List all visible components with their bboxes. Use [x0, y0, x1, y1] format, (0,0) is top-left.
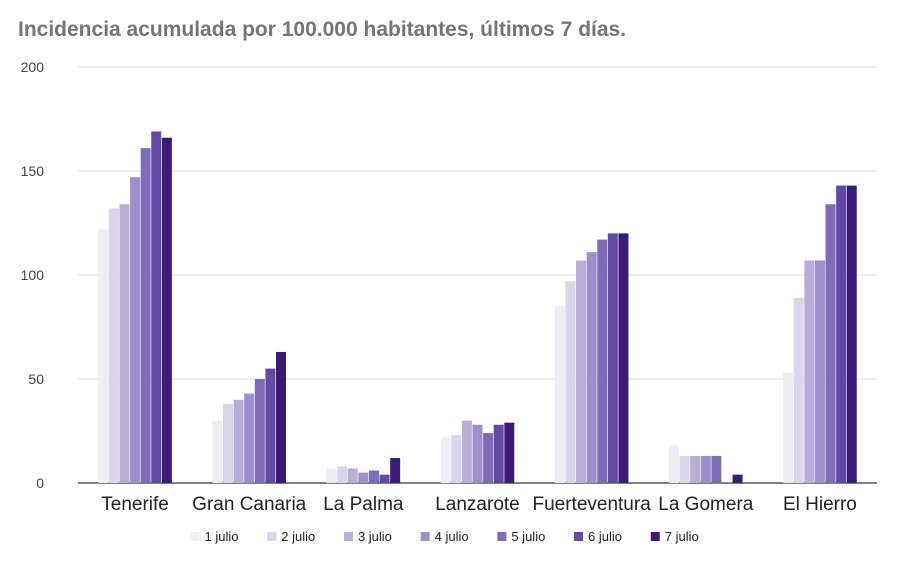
- x-tick-label: Fuerteventura: [532, 494, 651, 515]
- bar[interactable]: [554, 306, 565, 483]
- bar[interactable]: [804, 260, 815, 483]
- bar-group-la-palma: [326, 458, 401, 483]
- bar[interactable]: [254, 379, 265, 483]
- bar[interactable]: [368, 470, 379, 483]
- bar[interactable]: [679, 455, 690, 483]
- x-tick-label: Gran Canaria: [192, 494, 306, 515]
- x-axis-ticks: Tenerife Gran Canaria La Palma Lanzarote Fue…: [101, 494, 857, 515]
- legend-swatch: [267, 532, 277, 541]
- chart-title: Incidencia acumulada por 100.000 habitan…: [18, 18, 626, 41]
- y-tick-label: 100: [21, 267, 45, 283]
- bar[interactable]: [472, 424, 483, 483]
- legend-swatch: [190, 532, 200, 541]
- legend-label: 7 julio: [665, 529, 699, 544]
- legend: 1 julio 2 julio 3 julio 4 julio 5 julio 6 jul…: [190, 529, 699, 544]
- bar[interactable]: [451, 435, 462, 483]
- legend-item[interactable]: 5 julio: [497, 529, 545, 544]
- bar[interactable]: [793, 297, 804, 483]
- legend-swatch: [420, 532, 430, 541]
- legend-item[interactable]: 4 julio: [420, 529, 469, 544]
- bar[interactable]: [326, 468, 337, 483]
- y-tick-label: 50: [28, 371, 44, 387]
- bar[interactable]: [337, 466, 348, 483]
- bar[interactable]: [140, 148, 151, 483]
- bar-group-fuerteventura: [554, 233, 629, 483]
- bar[interactable]: [379, 474, 390, 483]
- bar[interactable]: [108, 208, 119, 483]
- bar[interactable]: [825, 204, 836, 483]
- legend-label: 6 julio: [588, 529, 622, 544]
- bar[interactable]: [461, 420, 472, 483]
- bar[interactable]: [732, 474, 743, 483]
- bar[interactable]: [690, 455, 701, 483]
- bar[interactable]: [390, 458, 401, 483]
- bar[interactable]: [130, 177, 141, 484]
- y-tick-label: 150: [21, 163, 45, 179]
- bar[interactable]: [119, 204, 130, 483]
- legend-swatch: [650, 532, 660, 541]
- bar[interactable]: [276, 351, 287, 483]
- bar[interactable]: [212, 420, 223, 483]
- y-tick-label: 200: [21, 59, 45, 75]
- bar[interactable]: [700, 455, 711, 483]
- x-tick-label: La Palma: [323, 494, 404, 515]
- bar[interactable]: [347, 468, 358, 483]
- bar[interactable]: [607, 233, 618, 483]
- bar[interactable]: [358, 472, 369, 483]
- y-tick-label: 0: [36, 475, 44, 491]
- x-tick-label: Lanzarote: [435, 494, 520, 515]
- bar[interactable]: [597, 239, 608, 483]
- legend-label: 2 julio: [281, 529, 315, 544]
- bar[interactable]: [586, 252, 597, 483]
- bar-group-lanzarote: [440, 420, 515, 483]
- bar[interactable]: [836, 185, 847, 483]
- bar[interactable]: [783, 372, 794, 483]
- bar[interactable]: [504, 422, 515, 483]
- legend-swatch: [574, 532, 584, 541]
- bar[interactable]: [483, 433, 494, 483]
- legend-label: 3 julio: [358, 529, 392, 544]
- y-axis-ticks: 0 50 100 150 200: [21, 59, 45, 491]
- bar-group-la-gomera: [668, 445, 743, 483]
- bar-group-gran-canaria: [212, 351, 287, 483]
- grid-lines: [78, 66, 877, 484]
- bar[interactable]: [265, 368, 276, 483]
- bar[interactable]: [565, 281, 576, 483]
- bars: [98, 131, 857, 484]
- legend-swatch: [497, 532, 507, 541]
- legend-swatch: [343, 532, 353, 541]
- legend-label: 1 julio: [205, 529, 239, 544]
- bar[interactable]: [151, 131, 162, 484]
- bar[interactable]: [98, 229, 109, 483]
- bar[interactable]: [244, 393, 255, 483]
- legend-item[interactable]: 3 julio: [343, 529, 392, 544]
- legend-item[interactable]: 6 julio: [574, 529, 622, 544]
- bar[interactable]: [493, 424, 504, 483]
- legend-item[interactable]: 1 julio: [190, 529, 239, 544]
- bar[interactable]: [440, 437, 451, 483]
- bar-group-tenerife: [98, 131, 172, 484]
- x-tick-label: Tenerife: [101, 494, 169, 515]
- bar[interactable]: [233, 399, 244, 483]
- legend-label: 5 julio: [511, 529, 545, 544]
- bar[interactable]: [668, 445, 679, 483]
- bar[interactable]: [223, 403, 234, 483]
- bar[interactable]: [711, 455, 722, 483]
- bar[interactable]: [576, 260, 587, 483]
- bar[interactable]: [846, 185, 857, 483]
- legend-item[interactable]: 7 julio: [650, 529, 699, 544]
- x-tick-label: El Hierro: [783, 494, 857, 515]
- bar[interactable]: [161, 137, 172, 483]
- x-tick-label: La Gomera: [658, 494, 753, 515]
- bar-group-el-hierro: [783, 185, 857, 483]
- legend-label: 4 julio: [435, 529, 469, 544]
- bar[interactable]: [814, 260, 825, 483]
- legend-item[interactable]: 2 julio: [267, 529, 315, 544]
- bar[interactable]: [618, 233, 629, 483]
